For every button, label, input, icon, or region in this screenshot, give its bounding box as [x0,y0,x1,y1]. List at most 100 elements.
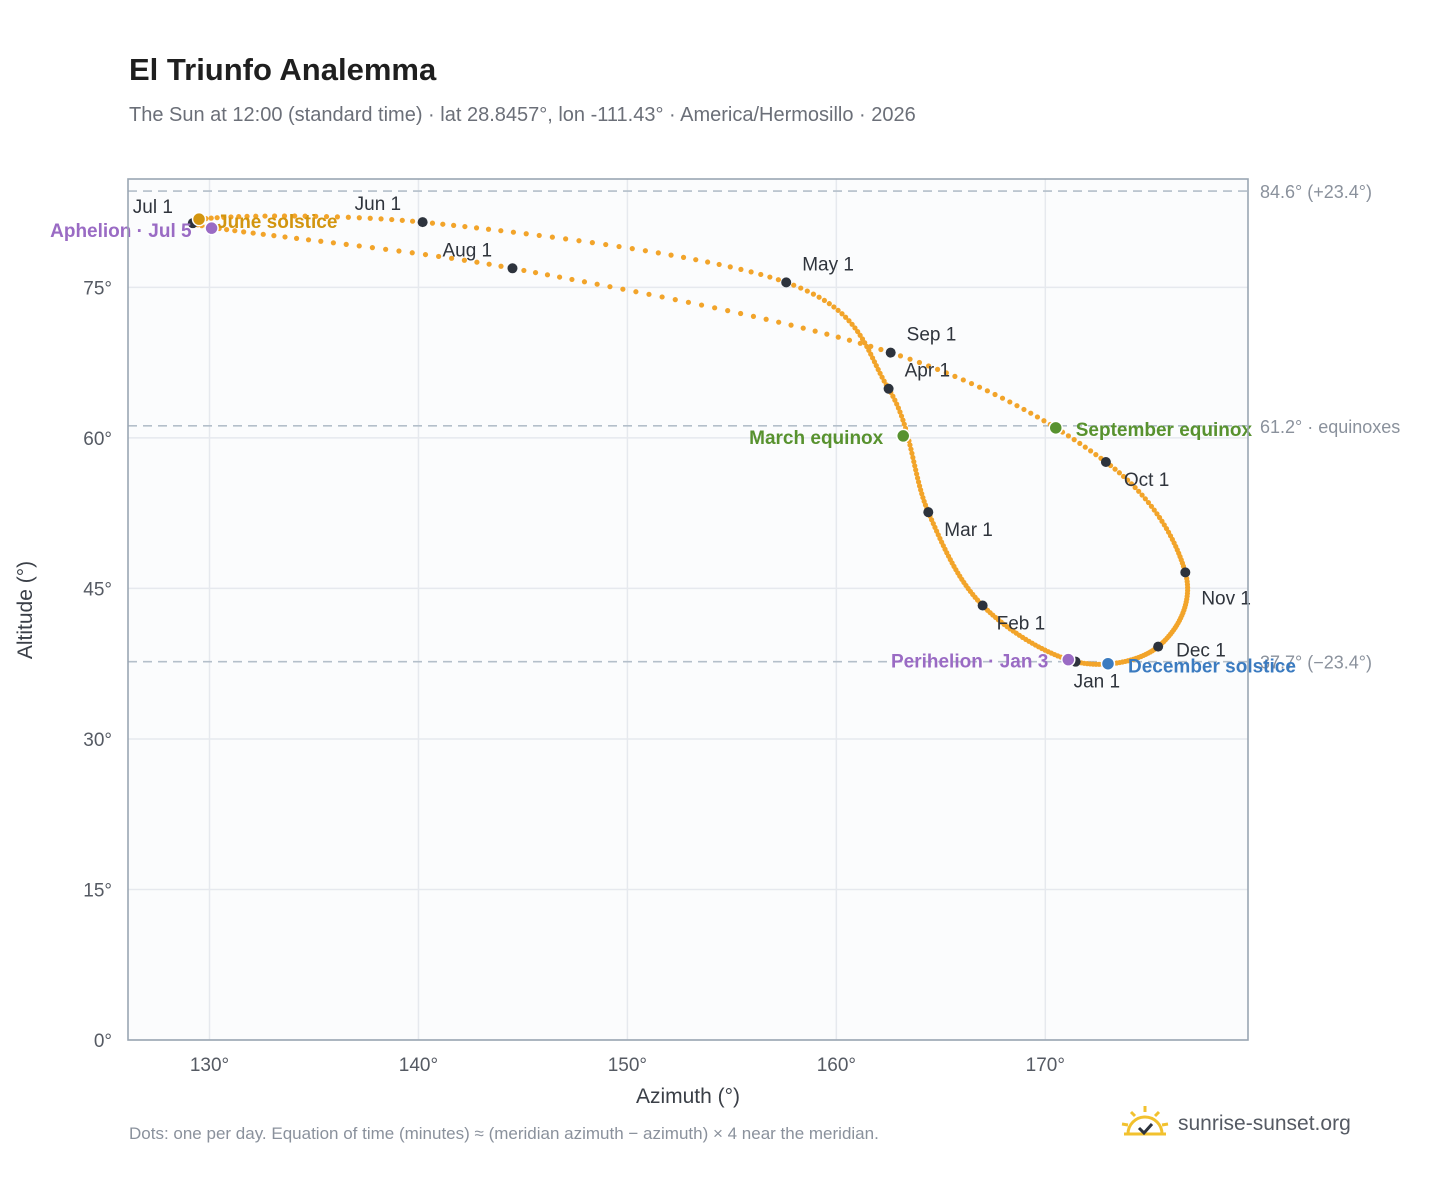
y-tick-label: 15° [83,880,112,901]
daily-dot [616,243,622,250]
daily-dot [1148,503,1155,509]
daily-dot [680,254,687,260]
daily-dot [271,213,278,219]
month-marker [1153,641,1164,652]
month-marker [923,507,934,518]
daily-dot [895,405,901,411]
daily-dot [244,213,250,219]
daily-dot [900,417,906,423]
daily-dot [1041,418,1047,424]
daily-dot [1136,488,1142,494]
month-label: Aug 1 [442,240,492,261]
daily-dot [1034,414,1041,420]
daily-dot [1132,484,1138,491]
daily-dot [241,229,247,235]
month-label: May 1 [802,254,854,275]
daily-dot [901,421,907,427]
x-tick-label: 170° [1026,1055,1065,1076]
daily-dot [356,243,362,249]
daily-dot [976,384,983,390]
daily-dot [875,366,881,373]
daily-dot [378,216,384,222]
daily-dot [916,359,923,366]
daily-dot [1124,477,1131,483]
daily-dot [313,213,319,219]
daily-dot [281,213,288,219]
daily-dot [849,321,855,327]
daily-dot [821,297,828,304]
page-subtitle: The Sun at 12:00 (standard time) · lat 2… [129,104,916,126]
daily-dot [323,213,330,220]
daily-dot [857,340,863,346]
daily-dot [461,257,467,263]
daily-dot [911,459,917,465]
daily-dot [603,241,609,248]
daily-dot [698,302,705,308]
daily-dot [1093,452,1099,458]
daily-dot [727,264,733,270]
daily-dot [758,271,764,278]
daily-dot [999,395,1006,401]
month-label: Jul 1 [133,197,173,218]
daily-dot [791,282,797,288]
daily-dot [436,253,442,260]
daily-dot [916,483,923,489]
event-label: Perihelion · Jan 3 [891,652,1048,673]
daily-dot [521,267,527,274]
daily-dot [909,450,915,456]
brand-name: sunrise-sunset.org [1178,1112,1351,1135]
daily-dot [659,294,665,300]
daily-dot [725,308,731,314]
daily-dot [451,222,457,228]
event-label: June solstice [217,212,337,233]
daily-dot [914,471,920,477]
month-label: Dec 1 [1176,641,1226,662]
x-tick-label: 150° [608,1055,647,1076]
daily-dot [409,218,416,224]
daily-dot [918,487,924,493]
event-marker [1061,652,1076,667]
month-marker [1100,456,1111,467]
daily-dot [498,263,504,269]
daily-dot [907,442,913,448]
month-marker [977,600,988,611]
daily-dot [1151,507,1157,513]
month-label: Jan 1 [1074,672,1120,693]
daily-dot [925,363,932,369]
daily-dot [253,213,259,219]
daily-dot [843,314,849,320]
brand[interactable]: sunrise-sunset.org [1120,1102,1351,1146]
daily-dot [668,252,674,258]
daily-dot [485,226,492,232]
daily-dot [750,313,757,319]
daily-dot [389,216,395,223]
daily-dot [396,248,402,254]
daily-dot [646,291,652,297]
daily-dot [908,446,914,452]
y-tick-label: 75° [83,278,112,299]
daily-dot [914,475,921,481]
x-tick-label: 140° [399,1055,438,1076]
x-tick-label: 130° [190,1055,229,1076]
daily-dot [716,261,722,268]
daily-dot [857,332,863,338]
daily-dot [984,388,990,394]
y-axis-label: Altitude (°) [14,561,37,659]
daily-dot [629,246,635,252]
y-tick-label: 45° [83,579,112,600]
daily-dot [855,328,861,335]
daily-dot [462,223,468,230]
daily-dot [523,231,529,237]
month-label: Nov 1 [1201,588,1251,609]
month-label: Mar 1 [944,520,993,541]
daily-dot [712,305,718,311]
daily-dot [693,257,699,263]
daily-dot [826,301,832,307]
daily-dot [576,238,582,244]
daily-dot [862,340,868,346]
daily-dot [473,225,480,231]
month-label: Jun 1 [355,194,401,215]
daily-dot [305,237,312,243]
event-label: Aphelion · Jul 5 [50,221,192,242]
